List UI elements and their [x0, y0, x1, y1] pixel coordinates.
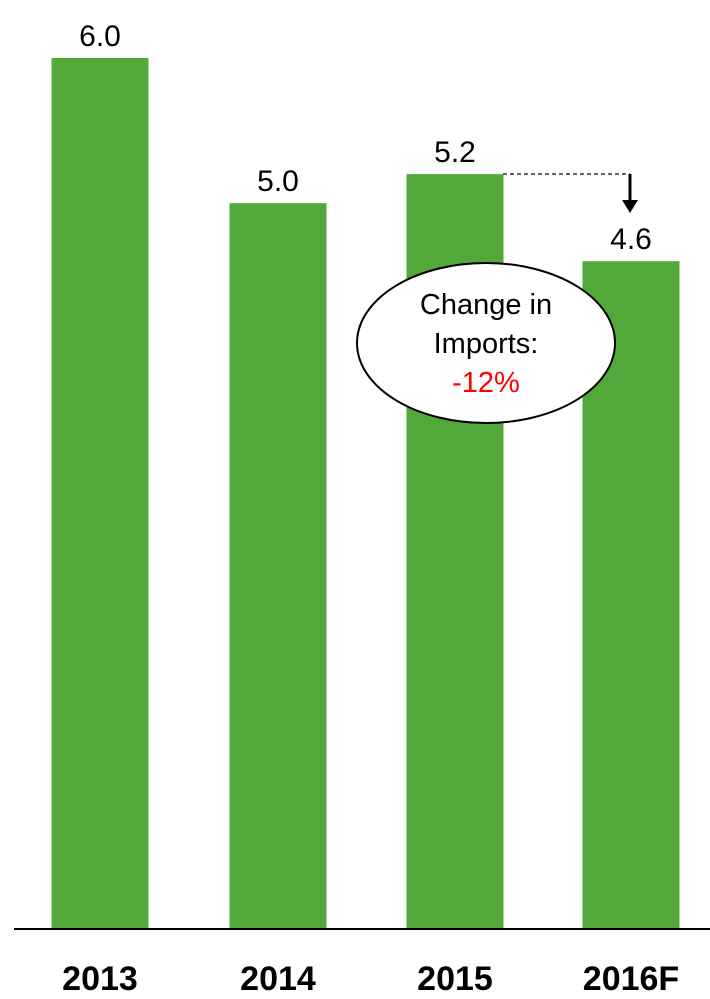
- value-label-2013: 6.0: [79, 20, 121, 53]
- bar-2013: [51, 58, 149, 929]
- bar-2014: [229, 203, 327, 929]
- category-label-2013: 2013: [62, 960, 138, 998]
- annotation-line2: Imports:: [434, 328, 539, 360]
- value-labels-group: 6.0 5.0 5.2 4.6: [79, 20, 652, 256]
- category-label-2016f: 2016F: [583, 960, 679, 998]
- value-label-2015: 5.2: [434, 136, 476, 169]
- value-label-2014: 5.0: [257, 165, 299, 198]
- category-label-2014: 2014: [240, 960, 316, 998]
- bars-group: [51, 58, 680, 930]
- value-label-2016f: 4.6: [610, 223, 652, 256]
- annotation-ellipse: [356, 262, 616, 424]
- category-labels-group: 2013 2014 2015 2016F: [62, 960, 679, 998]
- change-annotation-bubble: Change in Imports: -12%: [356, 262, 616, 424]
- annotation-line1: Change in: [420, 289, 552, 321]
- down-arrow-icon: [622, 200, 638, 213]
- category-label-2015: 2015: [417, 960, 493, 998]
- annotation-change-value: -12%: [452, 367, 520, 399]
